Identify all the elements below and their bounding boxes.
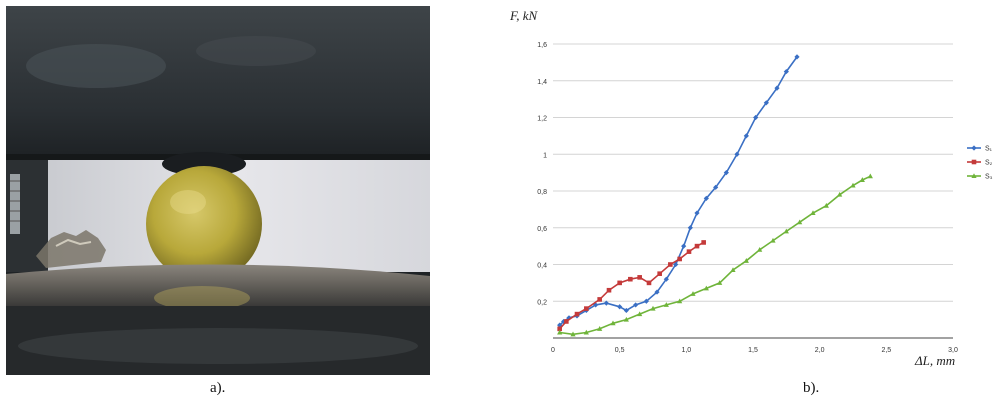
series-3-point-23: [859, 177, 865, 182]
legend-label-1: S₁: [985, 146, 993, 153]
series-2-point-12: [677, 256, 682, 262]
bottom-plate: [6, 264, 430, 314]
y-tick-label-6: 1,4: [537, 79, 547, 86]
series-3-point-1: [570, 331, 576, 337]
series-1-point-1: [561, 318, 567, 325]
series-1-point-6: [603, 300, 609, 306]
y-tick-labels: 0,2 0,4 0,6 0,8 1 1,2 1,4 1,6: [537, 42, 547, 306]
x-tick-label-5: 2,5: [881, 347, 891, 354]
compression-test-photo: [6, 6, 430, 375]
series-3-point-9: [677, 298, 683, 304]
series-3-point-19: [810, 210, 816, 216]
series-2-point-14: [694, 243, 700, 249]
x-tick-label-3: 1,5: [748, 347, 758, 354]
series-2-point-4: [597, 297, 602, 302]
series-3-point-7: [650, 305, 656, 311]
series-3-point-20: [823, 202, 829, 208]
series-2-point-15: [701, 240, 706, 245]
x-tick-label-0: 0: [551, 347, 555, 354]
series-3-line: [559, 175, 871, 336]
series-2-point-7: [628, 276, 633, 282]
series-1-point-20: [734, 151, 740, 157]
chart-panel: 0 0,5 1,0 1,5 2,0 2,5 3,0 0,2 0,4 0,6 0,8 1 1,2 1,4 1…: [505, 0, 1000, 375]
series-3-point-12: [717, 280, 723, 285]
series-1-point-23: [763, 100, 769, 106]
y-tick-label-4: 1: [543, 152, 547, 159]
x-tick-label-4: 2,0: [815, 347, 825, 354]
series-2-line: [559, 241, 705, 330]
series-3-point-13: [730, 267, 736, 273]
press-photo-illustration: [6, 6, 430, 375]
series-3-point-8: [663, 302, 669, 307]
series-3-point-0: [557, 329, 563, 335]
y-tick-label-3: 0,8: [537, 189, 547, 196]
series-2-point-2: [574, 311, 580, 317]
series-3-point-4: [610, 320, 616, 326]
series-3-point-24: [867, 173, 873, 179]
series-3: [557, 173, 873, 337]
legend-label-2: S₂: [985, 160, 993, 167]
series-2-point-10: [657, 271, 662, 276]
y-tick-label-5: 1,2: [537, 116, 547, 123]
series-3-point-14: [743, 258, 749, 263]
legend-swatch-marker-2: [971, 159, 977, 165]
series-3-point-10: [690, 291, 696, 296]
series-2-point-11: [668, 262, 673, 267]
series-2-point-1: [564, 319, 569, 324]
series-2-point-3: [584, 306, 589, 311]
grid-lines: [553, 43, 953, 302]
series-1-point-14: [681, 243, 687, 249]
legend-label-3: S₃: [985, 174, 993, 181]
series-3-point-17: [783, 228, 789, 234]
y-tick-label-1: 0,4: [537, 263, 547, 270]
series-1-point-26: [794, 54, 800, 60]
series-1-point-25: [783, 68, 789, 75]
series-2-point-8: [637, 275, 642, 280]
series-3-point-11: [703, 285, 709, 291]
series-2-point-5: [606, 287, 612, 293]
series-3-point-22: [850, 182, 856, 188]
x-axis-label: ΔL, mm: [914, 353, 955, 368]
series-3-point-21: [837, 191, 843, 197]
legend-swatch-marker-1: [971, 145, 977, 151]
sphere-specimen: [146, 166, 262, 282]
spring-coil: [10, 174, 20, 234]
series-3-point-3: [597, 326, 603, 331]
series-2-point-0: [557, 326, 562, 332]
series-1-point-16: [694, 210, 700, 216]
panel-label-b: b).: [803, 380, 820, 396]
series-1-point-2: [566, 315, 572, 321]
y-tick-label-7: 1,6: [537, 42, 547, 49]
series-1-point-24: [774, 85, 780, 91]
series-1-point-15: [687, 225, 693, 231]
series-1-point-11: [654, 289, 660, 295]
series-2-point-13: [686, 249, 692, 254]
y-axis-label: F, kN: [509, 8, 539, 23]
data-series: [557, 54, 873, 337]
x-tick-labels: 0 0,5 1,0 1,5 2,0 2,5 3,0: [551, 347, 958, 354]
x-tick-label-1: 0,5: [615, 347, 625, 354]
y-tick-label-2: 0,6: [537, 226, 547, 233]
series-3-point-18: [797, 219, 803, 225]
legend: S₁ S₂ S₃: [967, 145, 993, 181]
series-2-point-9: [646, 280, 652, 286]
series-3-point-15: [757, 247, 763, 252]
series-2-point-6: [617, 280, 622, 286]
x-tick-label-2: 1,0: [681, 347, 691, 354]
series-3-point-16: [770, 237, 776, 243]
load-displacement-chart: 0 0,5 1,0 1,5 2,0 2,5 3,0 0,2 0,4 0,6 0,8 1 1,2 1,4 1…: [509, 8, 993, 368]
series-3-point-6: [637, 311, 643, 317]
panel-label-a: a).: [210, 380, 226, 396]
legend-swatch-marker-3: [971, 173, 977, 178]
series-3-point-5: [623, 316, 629, 322]
series-2: [557, 240, 706, 332]
series-3-point-2: [583, 329, 589, 335]
y-tick-label-0: 0,2: [537, 299, 547, 306]
x-tick-label-6: 3,0: [948, 347, 958, 354]
